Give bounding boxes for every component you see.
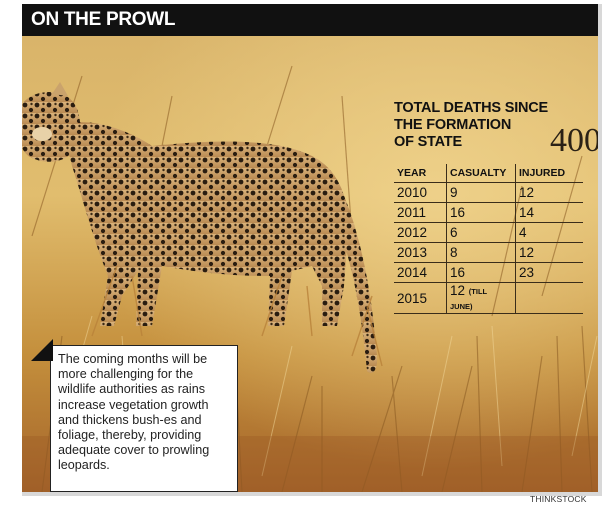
table-row: 2014 16 23 [394, 262, 583, 283]
cell-injured: 4 [515, 222, 583, 243]
stats-title-line: THE FORMATION [394, 117, 512, 133]
cell-casualty: 9 [446, 182, 516, 203]
casualty-value: 12 [450, 283, 466, 298]
cell-casualty: 6 [446, 222, 516, 243]
cell-injured: 12 [515, 242, 583, 263]
header-bar: ON THE PROWL [22, 4, 598, 36]
callout-box: The coming months will be more challengi… [50, 345, 238, 492]
cell-casualty: 16 [446, 202, 516, 223]
infographic-frame: ON THE PROWL TOTAL DEATHS SINCE THE FORM… [22, 4, 602, 496]
table-row: 2012 6 4 [394, 222, 583, 243]
table-header-row: YEAR CASUALTY INJURED [394, 164, 583, 183]
cell-injured: 12 [515, 182, 583, 203]
cell-year: 2012 [394, 222, 447, 243]
cell-injured [515, 282, 583, 314]
cell-year: 2015 [394, 282, 447, 314]
deaths-table: YEAR CASUALTY INJURED 2010 9 12 2011 16 … [394, 164, 583, 314]
table-row: 2015 12 (TILL JUNE) [394, 282, 583, 314]
cell-casualty: 16 [446, 262, 516, 283]
cell-casualty: 12 (TILL JUNE) [446, 282, 516, 314]
cell-injured: 14 [515, 202, 583, 223]
cell-year: 2010 [394, 182, 447, 203]
table-row: 2013 8 12 [394, 242, 583, 263]
cell-year: 2013 [394, 242, 447, 263]
stats-title-line: OF STATE [394, 134, 462, 150]
casualty-note: (TILL JUNE) [450, 286, 487, 311]
cell-year: 2011 [394, 202, 447, 223]
total-deaths-value: 400 [550, 122, 601, 159]
photo-credit: THINKSTOCK [530, 494, 587, 504]
callout-text: The coming months will be more challengi… [58, 352, 210, 473]
column-header-year: YEAR [394, 164, 447, 183]
table-row: 2011 16 14 [394, 202, 583, 223]
cell-injured: 23 [515, 262, 583, 283]
stats-title-line: TOTAL DEATHS SINCE [394, 100, 549, 116]
column-header-injured: INJURED [515, 164, 583, 183]
column-header-casualty: CASUALTY [446, 164, 516, 183]
stats-title: TOTAL DEATHS SINCE THE FORMATION OF STAT… [394, 100, 554, 151]
table-row: 2010 9 12 [394, 182, 583, 203]
cell-casualty: 8 [446, 242, 516, 263]
page-title: ON THE PROWL [31, 9, 176, 30]
cell-year: 2014 [394, 262, 447, 283]
callout-corner-tab [31, 339, 53, 361]
